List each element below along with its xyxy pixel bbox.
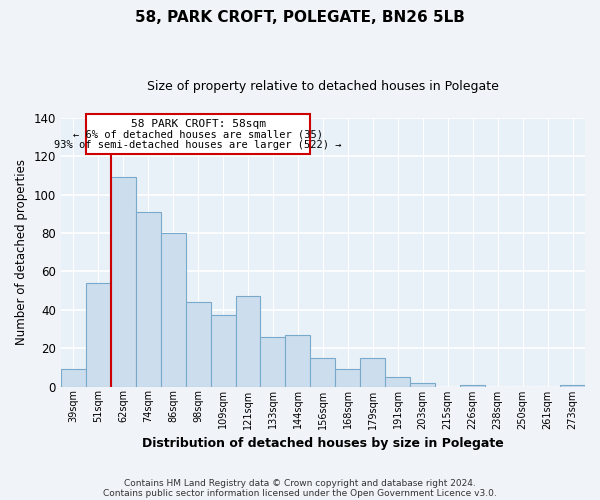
Bar [385, 377, 410, 386]
Bar [260, 336, 286, 386]
Y-axis label: Number of detached properties: Number of detached properties [15, 159, 28, 345]
Text: 93% of semi-detached houses are larger (522) →: 93% of semi-detached houses are larger (… [55, 140, 342, 150]
Bar [286, 334, 310, 386]
Text: 58 PARK CROFT: 58sqm: 58 PARK CROFT: 58sqm [131, 118, 266, 128]
Text: 58, PARK CROFT, POLEGATE, BN26 5LB: 58, PARK CROFT, POLEGATE, BN26 5LB [135, 10, 465, 25]
Bar [211, 316, 236, 386]
Bar [136, 212, 161, 386]
Bar [560, 384, 585, 386]
Bar [86, 283, 111, 387]
X-axis label: Distribution of detached houses by size in Polegate: Distribution of detached houses by size … [142, 437, 504, 450]
Bar [410, 382, 435, 386]
Bar [361, 358, 385, 386]
Bar [335, 369, 361, 386]
Bar [310, 358, 335, 386]
Bar [185, 302, 211, 386]
Text: Contains public sector information licensed under the Open Government Licence v3: Contains public sector information licen… [103, 488, 497, 498]
Bar [61, 369, 86, 386]
Bar [161, 233, 185, 386]
Bar [111, 178, 136, 386]
Bar [236, 296, 260, 386]
Text: ← 6% of detached houses are smaller (35): ← 6% of detached houses are smaller (35) [73, 130, 323, 140]
Bar [460, 384, 485, 386]
FancyBboxPatch shape [86, 114, 310, 154]
Text: Contains HM Land Registry data © Crown copyright and database right 2024.: Contains HM Land Registry data © Crown c… [124, 478, 476, 488]
Title: Size of property relative to detached houses in Polegate: Size of property relative to detached ho… [147, 80, 499, 93]
